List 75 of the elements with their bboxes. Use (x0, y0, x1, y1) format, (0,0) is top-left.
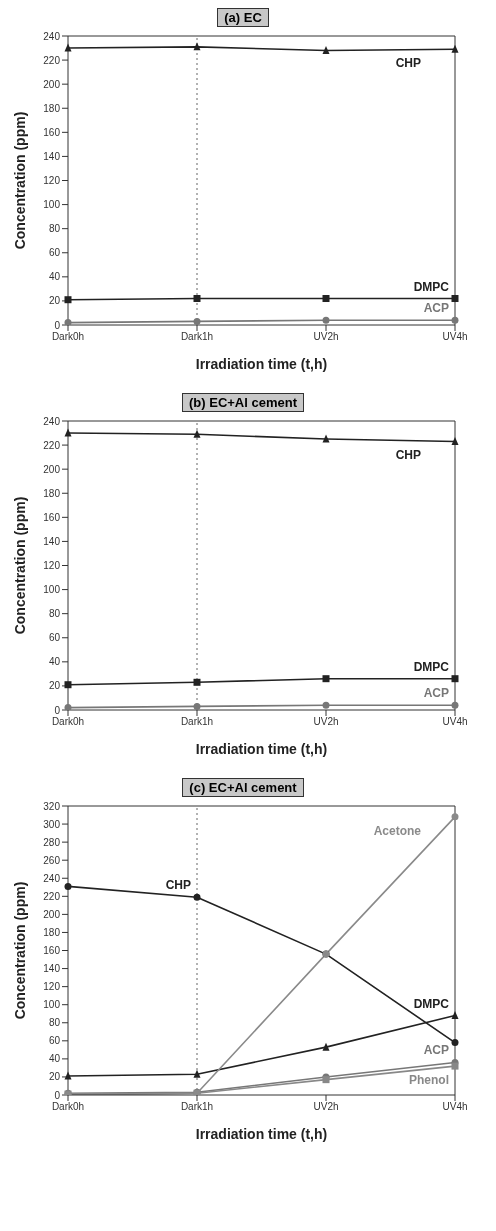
y-tick-label: 40 (48, 656, 61, 668)
x-tick-label: UV4h (442, 1101, 468, 1113)
y-tick-label: 160 (43, 126, 61, 138)
x-tick-label: UV2h (313, 1101, 339, 1113)
series-label: ACP (423, 301, 449, 316)
y-tick-label: 300 (43, 818, 61, 830)
y-tick-label: 120 (43, 981, 61, 993)
y-tick-label: 100 (43, 584, 61, 596)
y-tick-label: 0 (54, 319, 61, 331)
x-axis-title: Irradiation time (t,h) (195, 1126, 328, 1142)
y-axis-title: Concentration (ppm) (11, 496, 28, 635)
series-label: ACP (423, 1043, 449, 1058)
y-tick-label: 140 (43, 150, 61, 162)
y-tick-label: 200 (43, 908, 61, 920)
x-tick-label: Dark0h (51, 1101, 85, 1113)
y-tick-label: 180 (43, 926, 61, 938)
y-tick-label: 240 (43, 415, 61, 427)
y-tick-label: 60 (48, 247, 61, 259)
y-tick-label: 60 (48, 1035, 61, 1047)
chart-title: (a) EC (217, 8, 269, 27)
series-label: CHP (395, 56, 421, 71)
x-tick-label: Dark1h (180, 716, 214, 728)
series-label: Acetone (373, 823, 422, 838)
x-tick-label: Dark1h (180, 1101, 214, 1113)
y-tick-label: 240 (43, 872, 61, 884)
series-label: CHP (395, 448, 421, 463)
y-tick-label: 40 (48, 1053, 61, 1065)
y-tick-label: 240 (43, 30, 61, 42)
y-tick-label: 0 (54, 704, 61, 716)
y-tick-label: 40 (48, 271, 61, 283)
x-tick-label: UV4h (442, 716, 468, 728)
y-tick-label: 140 (43, 535, 61, 547)
y-tick-label: 180 (43, 102, 61, 114)
y-tick-label: 220 (43, 439, 61, 451)
y-tick-label: 0 (54, 1089, 61, 1101)
y-tick-label: 100 (43, 199, 61, 211)
y-tick-label: 220 (43, 54, 61, 66)
series-label: DMPC (413, 659, 450, 674)
y-axis-title: Concentration (ppm) (11, 111, 28, 250)
y-tick-label: 120 (43, 175, 61, 187)
x-tick-label: Dark1h (180, 331, 214, 343)
x-tick-label: UV2h (313, 716, 339, 728)
y-tick-label: 160 (43, 511, 61, 523)
y-tick-label: 80 (48, 608, 61, 620)
chart-title: (c) EC+Al cement (182, 778, 304, 797)
x-tick-label: UV4h (442, 331, 468, 343)
y-tick-label: 60 (48, 632, 61, 644)
y-tick-label: 80 (48, 223, 61, 235)
x-axis-title: Irradiation time (t,h) (195, 356, 328, 372)
series-label: CHP (165, 878, 191, 893)
y-tick-label: 200 (43, 78, 61, 90)
series-label: ACP (423, 686, 449, 701)
x-tick-label: UV2h (313, 331, 339, 343)
y-tick-label: 180 (43, 487, 61, 499)
chart-title: (b) EC+Al cement (182, 393, 304, 412)
y-axis-title: Concentration (ppm) (11, 881, 28, 1020)
series-label: DMPC (413, 996, 450, 1011)
x-axis-title: Irradiation time (t,h) (195, 741, 328, 757)
y-tick-label: 280 (43, 836, 61, 848)
y-tick-label: 100 (43, 999, 61, 1011)
y-tick-label: 260 (43, 854, 61, 866)
series-label: Phenol (408, 1073, 449, 1088)
y-tick-label: 120 (43, 560, 61, 572)
y-tick-label: 20 (48, 295, 61, 307)
series-label: DMPC (413, 279, 450, 294)
y-tick-label: 20 (48, 1071, 61, 1083)
y-tick-label: 20 (48, 680, 61, 692)
y-tick-label: 160 (43, 945, 61, 957)
y-tick-label: 220 (43, 890, 61, 902)
y-tick-label: 140 (43, 963, 61, 975)
x-tick-label: Dark0h (51, 331, 85, 343)
y-tick-label: 200 (43, 463, 61, 475)
y-tick-label: 80 (48, 1017, 61, 1029)
x-tick-label: Dark0h (51, 716, 85, 728)
y-tick-label: 320 (43, 800, 61, 812)
